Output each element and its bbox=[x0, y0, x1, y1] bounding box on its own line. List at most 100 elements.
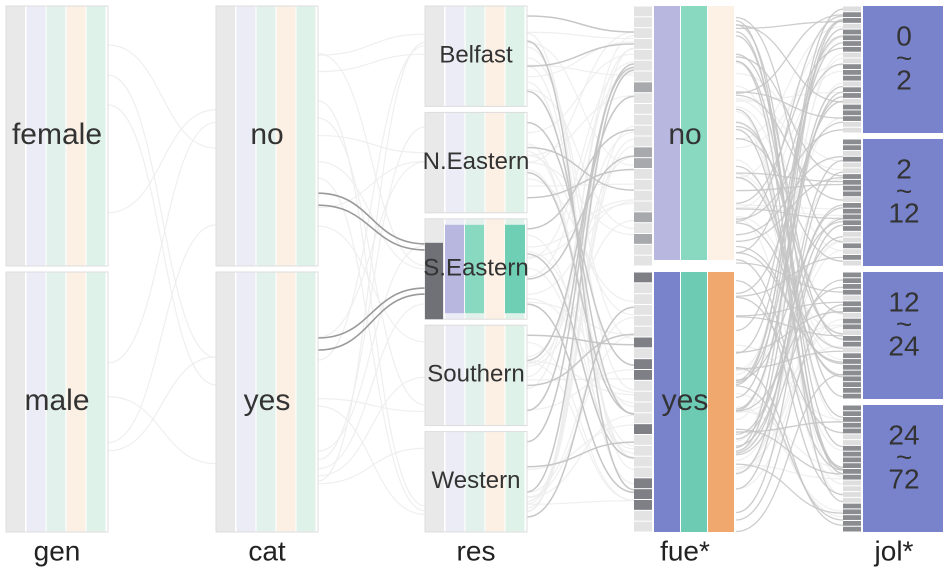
flow-fue-jol-line bbox=[735, 108, 844, 470]
category-border bbox=[215, 5, 319, 267]
flow-res-fue-line bbox=[526, 441, 635, 468]
tick-cell bbox=[843, 440, 861, 445]
category-border bbox=[5, 5, 109, 267]
segment-blue bbox=[863, 6, 943, 133]
flow-res-fue-line bbox=[526, 63, 635, 443]
category-jol-1[interactable] bbox=[843, 139, 943, 266]
category-res-southern[interactable] bbox=[424, 324, 528, 427]
category-label: S.Eastern bbox=[423, 254, 528, 281]
dimension-label: cat bbox=[248, 535, 286, 566]
flow-bg-line bbox=[526, 499, 635, 505]
labels-layer: female male gen no yes cat Belfast N.Eastern S.E… bbox=[12, 21, 920, 567]
category-res-western[interactable] bbox=[424, 431, 528, 533]
flow-fue-jol-line bbox=[735, 252, 844, 363]
tick-cell bbox=[843, 254, 861, 260]
flow-fue-jol-line bbox=[735, 373, 844, 533]
tick-cell bbox=[634, 294, 652, 304]
tick-cell bbox=[843, 503, 861, 509]
tick-cell bbox=[634, 402, 652, 413]
tick-cell bbox=[843, 162, 861, 168]
category-cat-no[interactable] bbox=[215, 5, 319, 267]
category-stripe bbox=[86, 6, 106, 266]
tick-cell bbox=[634, 359, 652, 369]
flow-fue-jol-line bbox=[735, 63, 844, 254]
flow-bg-line bbox=[735, 97, 844, 171]
category-res-s-eastern[interactable] bbox=[424, 218, 528, 320]
tick-cell bbox=[843, 18, 861, 23]
dimension-label: res bbox=[457, 535, 496, 566]
tick-cell bbox=[843, 237, 861, 243]
flow-bg-line bbox=[735, 173, 844, 349]
category-stripe bbox=[505, 112, 525, 213]
tick-cell bbox=[634, 147, 652, 158]
category-label: 0 ~2 bbox=[896, 21, 912, 96]
flow-fue-jol-line bbox=[735, 15, 844, 223]
flow-res-fue-line bbox=[526, 15, 635, 33]
category-fue-no[interactable] bbox=[634, 6, 734, 266]
category-jol-0[interactable] bbox=[843, 6, 943, 133]
category-stripe bbox=[505, 431, 525, 532]
tick-cell bbox=[843, 208, 861, 214]
category-gen-female[interactable] bbox=[5, 5, 109, 267]
flow-bg-line bbox=[317, 397, 426, 413]
flow-bg-line bbox=[317, 161, 426, 338]
flow-fue-jol-line bbox=[735, 14, 844, 94]
category-stripe bbox=[425, 431, 444, 532]
category-stripe bbox=[6, 272, 25, 532]
category-border bbox=[424, 5, 528, 107]
flow-res-fue-line bbox=[526, 155, 635, 280]
flow-bg-line bbox=[317, 245, 426, 452]
flow-bg-line bbox=[526, 64, 635, 76]
flow-bg-line bbox=[526, 95, 635, 156]
category-jol-2[interactable] bbox=[843, 272, 943, 399]
tick-cell bbox=[843, 6, 861, 12]
tick-cell bbox=[843, 58, 861, 64]
flow-fue-jol-line bbox=[735, 35, 844, 332]
tick-cell bbox=[843, 272, 861, 278]
category-stripe bbox=[465, 325, 485, 426]
flow-bg-line bbox=[317, 161, 426, 270]
flow-bg-line bbox=[317, 33, 426, 56]
tick-cell bbox=[843, 185, 861, 191]
category-cat-yes[interactable] bbox=[215, 271, 319, 533]
tick-cell bbox=[634, 445, 652, 456]
flow-bg-line bbox=[317, 225, 426, 343]
tick-cell bbox=[843, 324, 861, 330]
flow-fue-jol-line bbox=[735, 94, 844, 201]
flow-bg-line bbox=[317, 160, 426, 209]
tick-cell bbox=[634, 315, 652, 326]
category-label: male bbox=[24, 384, 89, 417]
flow-fue-jol-line bbox=[735, 171, 844, 490]
category-border bbox=[215, 271, 319, 533]
tick-cell bbox=[634, 17, 652, 28]
tick-cell bbox=[634, 179, 652, 190]
category-fue-yes[interactable] bbox=[634, 272, 734, 532]
flow-bg-line bbox=[317, 376, 426, 477]
category-stripe bbox=[445, 431, 465, 532]
tick-cell bbox=[634, 6, 652, 17]
flow-bg-line bbox=[526, 316, 635, 494]
tick-cell bbox=[634, 234, 652, 244]
segment-teal bbox=[681, 272, 707, 532]
category-res-belfast[interactable] bbox=[424, 5, 528, 107]
flow-fue-jol-line bbox=[735, 222, 844, 350]
flow-bg-line bbox=[107, 395, 217, 465]
tick-cell bbox=[843, 214, 861, 220]
flow-fue-jol-line bbox=[735, 304, 844, 521]
tick-cell bbox=[843, 434, 861, 440]
tick-cell bbox=[843, 278, 861, 284]
category-label: yes bbox=[244, 384, 291, 417]
tick-cell bbox=[843, 370, 861, 376]
tick-cell bbox=[634, 223, 652, 233]
flow-fue-jol-line bbox=[735, 311, 844, 353]
category-stripe bbox=[505, 325, 525, 426]
tick-cell bbox=[634, 424, 652, 434]
category-jol-3[interactable] bbox=[843, 405, 943, 532]
flow-fue-jol-line bbox=[735, 121, 844, 335]
category-res-n-eastern[interactable] bbox=[424, 111, 528, 214]
tick-cell bbox=[843, 52, 861, 58]
flow-fue-jol-line bbox=[735, 121, 844, 295]
segment-orange bbox=[708, 272, 734, 532]
category-gen-male[interactable] bbox=[5, 271, 109, 533]
category-stripe bbox=[425, 325, 444, 426]
